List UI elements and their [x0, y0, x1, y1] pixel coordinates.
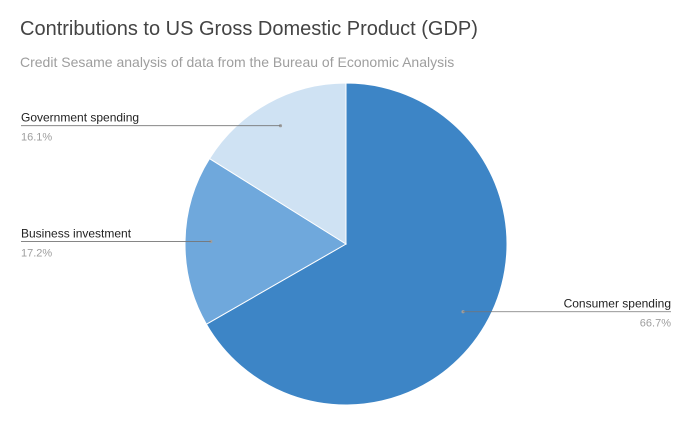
chart-subtitle: Credit Sesame analysis of data from the …	[20, 54, 455, 70]
slice-label-name: Consumer spending	[564, 297, 671, 311]
slice-label-consumer-spending: Consumer spending 66.7%	[461, 297, 671, 330]
chart-title: Contributions to US Gross Domestic Produ…	[20, 18, 478, 40]
slice-label-value: 66.7%	[640, 318, 671, 330]
pie-slices	[184, 82, 508, 406]
pie-slice-consumer-spending	[205, 82, 508, 406]
pie-slice-business-investment	[184, 157, 347, 325]
slice-label-value: 17.2%	[21, 247, 52, 259]
slice-label-business-investment: Business investment 17.2%	[21, 226, 213, 259]
slice-label-name: Government spending	[21, 111, 139, 125]
slice-label-government-spending: Government spending 16.1%	[21, 111, 283, 144]
slice-label-value: 16.1%	[21, 132, 52, 144]
slice-label-name: Business investment	[21, 226, 132, 240]
pie-labels: Consumer spending 66.7% Business investmen…	[21, 111, 671, 330]
pie-slice-government-spending	[208, 82, 347, 245]
